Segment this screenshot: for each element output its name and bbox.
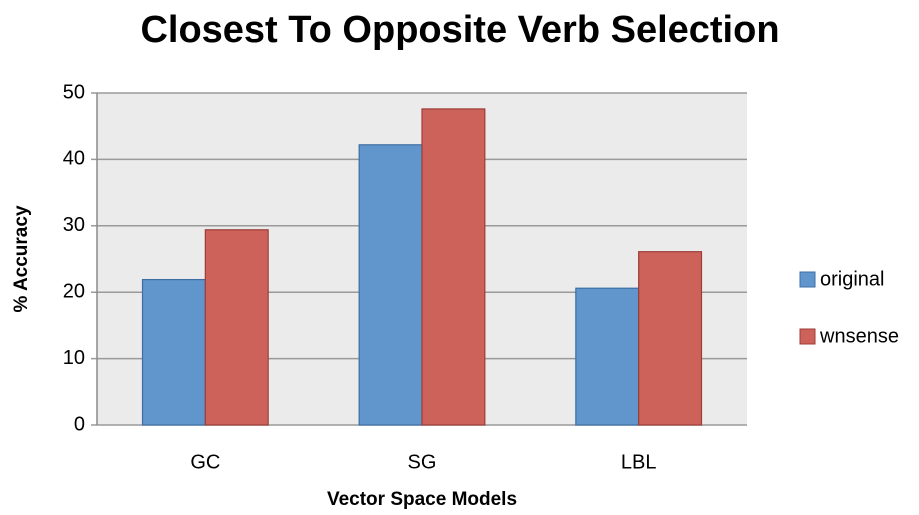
x-axis-title: Vector Space Models bbox=[327, 489, 517, 510]
y-tick-label: 0 bbox=[74, 413, 85, 435]
legend-swatch bbox=[799, 328, 816, 345]
bar bbox=[421, 108, 486, 426]
y-axis-title: % Accuracy bbox=[11, 205, 32, 312]
y-tick-label: 30 bbox=[63, 214, 85, 236]
x-tick-label: SG bbox=[408, 451, 437, 473]
x-tick-label: LBL bbox=[621, 451, 657, 473]
legend-label: original bbox=[820, 268, 884, 290]
y-tick-label: 40 bbox=[63, 148, 85, 170]
legend-label: wnsense bbox=[819, 325, 899, 347]
bar bbox=[204, 229, 269, 426]
bar bbox=[358, 144, 423, 426]
y-tick-label: 20 bbox=[63, 280, 85, 302]
y-tick-label: 10 bbox=[63, 347, 85, 369]
y-tick-label: 50 bbox=[63, 81, 85, 103]
bar bbox=[575, 287, 640, 426]
bar bbox=[141, 278, 206, 426]
x-tick-label: GC bbox=[190, 451, 220, 473]
legend-swatch bbox=[799, 271, 816, 288]
chart-title: Closest To Opposite Verb Selection bbox=[140, 9, 779, 51]
bar bbox=[638, 251, 703, 426]
